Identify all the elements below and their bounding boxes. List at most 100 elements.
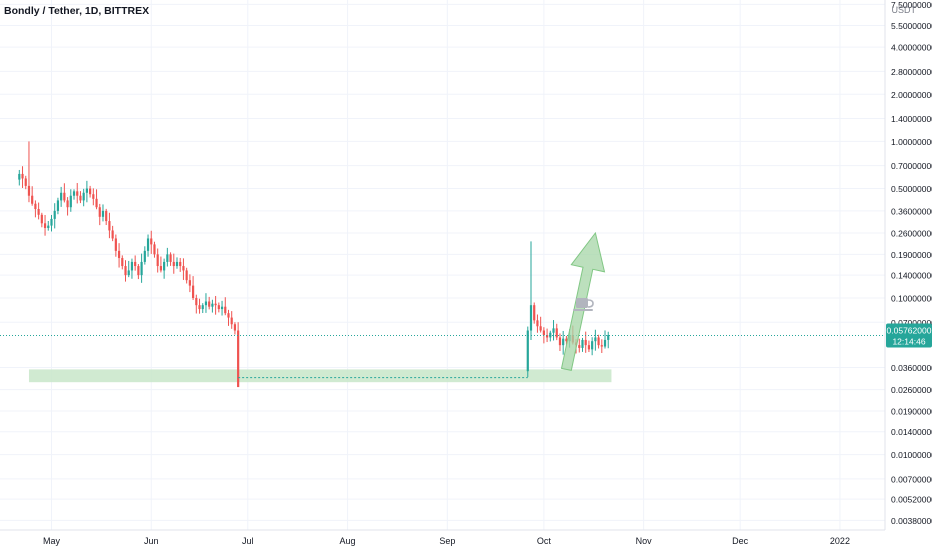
candle-body xyxy=(542,330,545,336)
candle-body xyxy=(92,194,95,199)
candle-body xyxy=(27,185,31,196)
price-tick-label: 0.50000000 xyxy=(891,184,932,194)
candle-body xyxy=(600,345,603,347)
price-tick-label: 0.01900000 xyxy=(891,406,932,416)
candle-body xyxy=(159,266,163,271)
current-price-badge xyxy=(886,323,932,348)
candle-body xyxy=(89,188,92,195)
price-tick-label: 0.14000000 xyxy=(891,271,932,281)
time-tick-label: Nov xyxy=(636,536,653,546)
time-axis[interactable]: May Jun Jul Aug Sep Oct Nov Dec 2022 xyxy=(43,536,850,546)
candles xyxy=(18,141,610,388)
coffee-cup-icon xyxy=(573,298,594,311)
candle-body xyxy=(597,337,600,346)
candle-body xyxy=(169,254,172,262)
candle-body xyxy=(150,238,153,245)
price-tick-label: 0.00380000 xyxy=(891,516,932,526)
coffee-cup-handle xyxy=(587,299,594,308)
price-tick-label: 0.70000000 xyxy=(891,161,932,171)
candle-body xyxy=(134,261,137,267)
symbol-title: Bondly / Tether, 1D, BITTREX xyxy=(4,5,149,17)
price-tick-label: 0.02600000 xyxy=(891,385,932,395)
support-zone-rect xyxy=(28,369,612,383)
time-tick-label: Aug xyxy=(340,536,356,546)
currency-label: USDT xyxy=(892,5,917,15)
time-tick-label: Sep xyxy=(439,536,455,546)
candle-body xyxy=(237,330,240,388)
countdown-label: 12:14:46 xyxy=(892,337,925,347)
time-tick-label: Dec xyxy=(732,536,749,546)
price-tick-label: 0.00520000 xyxy=(891,495,932,505)
candle-body xyxy=(130,261,134,271)
candle-body xyxy=(69,195,72,208)
candle-body xyxy=(50,218,53,226)
time-tick-label: Oct xyxy=(537,536,552,546)
price-tick-label: 4.00000000 xyxy=(891,43,932,53)
candle-body xyxy=(211,303,214,307)
candle-body xyxy=(56,200,60,211)
candle-body xyxy=(603,339,607,347)
candle-body xyxy=(185,270,188,281)
candle-body xyxy=(558,337,562,346)
price-tick-label: 0.00700000 xyxy=(891,474,932,484)
candle-body xyxy=(529,305,533,331)
candle-body xyxy=(40,214,43,224)
support-zone-layer xyxy=(28,369,612,383)
candle-body xyxy=(581,339,584,348)
candle-body xyxy=(76,191,79,196)
candle-body xyxy=(191,285,195,299)
price-tick-label: 2.80000000 xyxy=(891,67,932,77)
price-tick-label: 7.50000000 xyxy=(891,0,932,10)
candle-body xyxy=(153,244,156,255)
candle-body xyxy=(208,301,211,307)
candle-body xyxy=(31,195,34,204)
candle-body xyxy=(146,238,150,251)
candle-body xyxy=(536,320,539,327)
candle-body xyxy=(95,198,98,208)
candle-body xyxy=(555,328,558,338)
price-tick-label: 2.00000000 xyxy=(891,90,932,100)
time-tick-label: May xyxy=(43,536,61,546)
candle-body xyxy=(230,317,233,325)
drawing-overlays xyxy=(0,231,885,379)
candle-body xyxy=(195,298,198,306)
candle-body xyxy=(545,335,549,338)
candle-body xyxy=(179,261,182,267)
price-tick-label: 0.01000000 xyxy=(891,450,932,460)
candle-body xyxy=(562,338,565,346)
candle-body xyxy=(591,341,594,350)
candle-body xyxy=(108,221,111,231)
candle-body xyxy=(85,188,88,193)
price-tick-label: 5.50000000 xyxy=(891,21,932,31)
candle-body xyxy=(60,192,63,201)
candle-body xyxy=(34,203,37,210)
candle-body xyxy=(224,306,227,314)
candle-body xyxy=(204,301,208,306)
candle-body xyxy=(163,261,166,271)
price-tick-label: 1.40000000 xyxy=(891,114,932,124)
candle-body xyxy=(220,306,224,310)
candle-body xyxy=(21,173,24,179)
price-scale[interactable]: 7.50000000 5.50000000 4.00000000 2.80000000… xyxy=(886,0,932,526)
candle-body xyxy=(217,305,220,310)
candle-body xyxy=(114,238,117,251)
current-price-label: 0.05762000 xyxy=(887,326,932,336)
price-tick-label: 0.36000000 xyxy=(891,206,932,216)
candle-body xyxy=(188,280,191,286)
time-tick-label: Jul xyxy=(242,536,254,546)
candle-body xyxy=(24,178,27,186)
candle-body xyxy=(37,209,40,215)
price-tick-label: 0.26000000 xyxy=(891,229,932,239)
candle-body xyxy=(552,328,555,333)
price-tick-label: 0.01400000 xyxy=(891,427,932,437)
candle-body xyxy=(124,266,127,276)
candle-body xyxy=(587,345,591,350)
candle-body xyxy=(214,303,217,306)
price-tick-label: 0.03600000 xyxy=(891,363,932,373)
price-tick-label: 0.19000000 xyxy=(891,250,932,260)
price-tick-label: 0.07000000 xyxy=(891,318,932,328)
price-tick-label: 0.10000000 xyxy=(891,294,932,304)
candle-body xyxy=(201,305,204,310)
